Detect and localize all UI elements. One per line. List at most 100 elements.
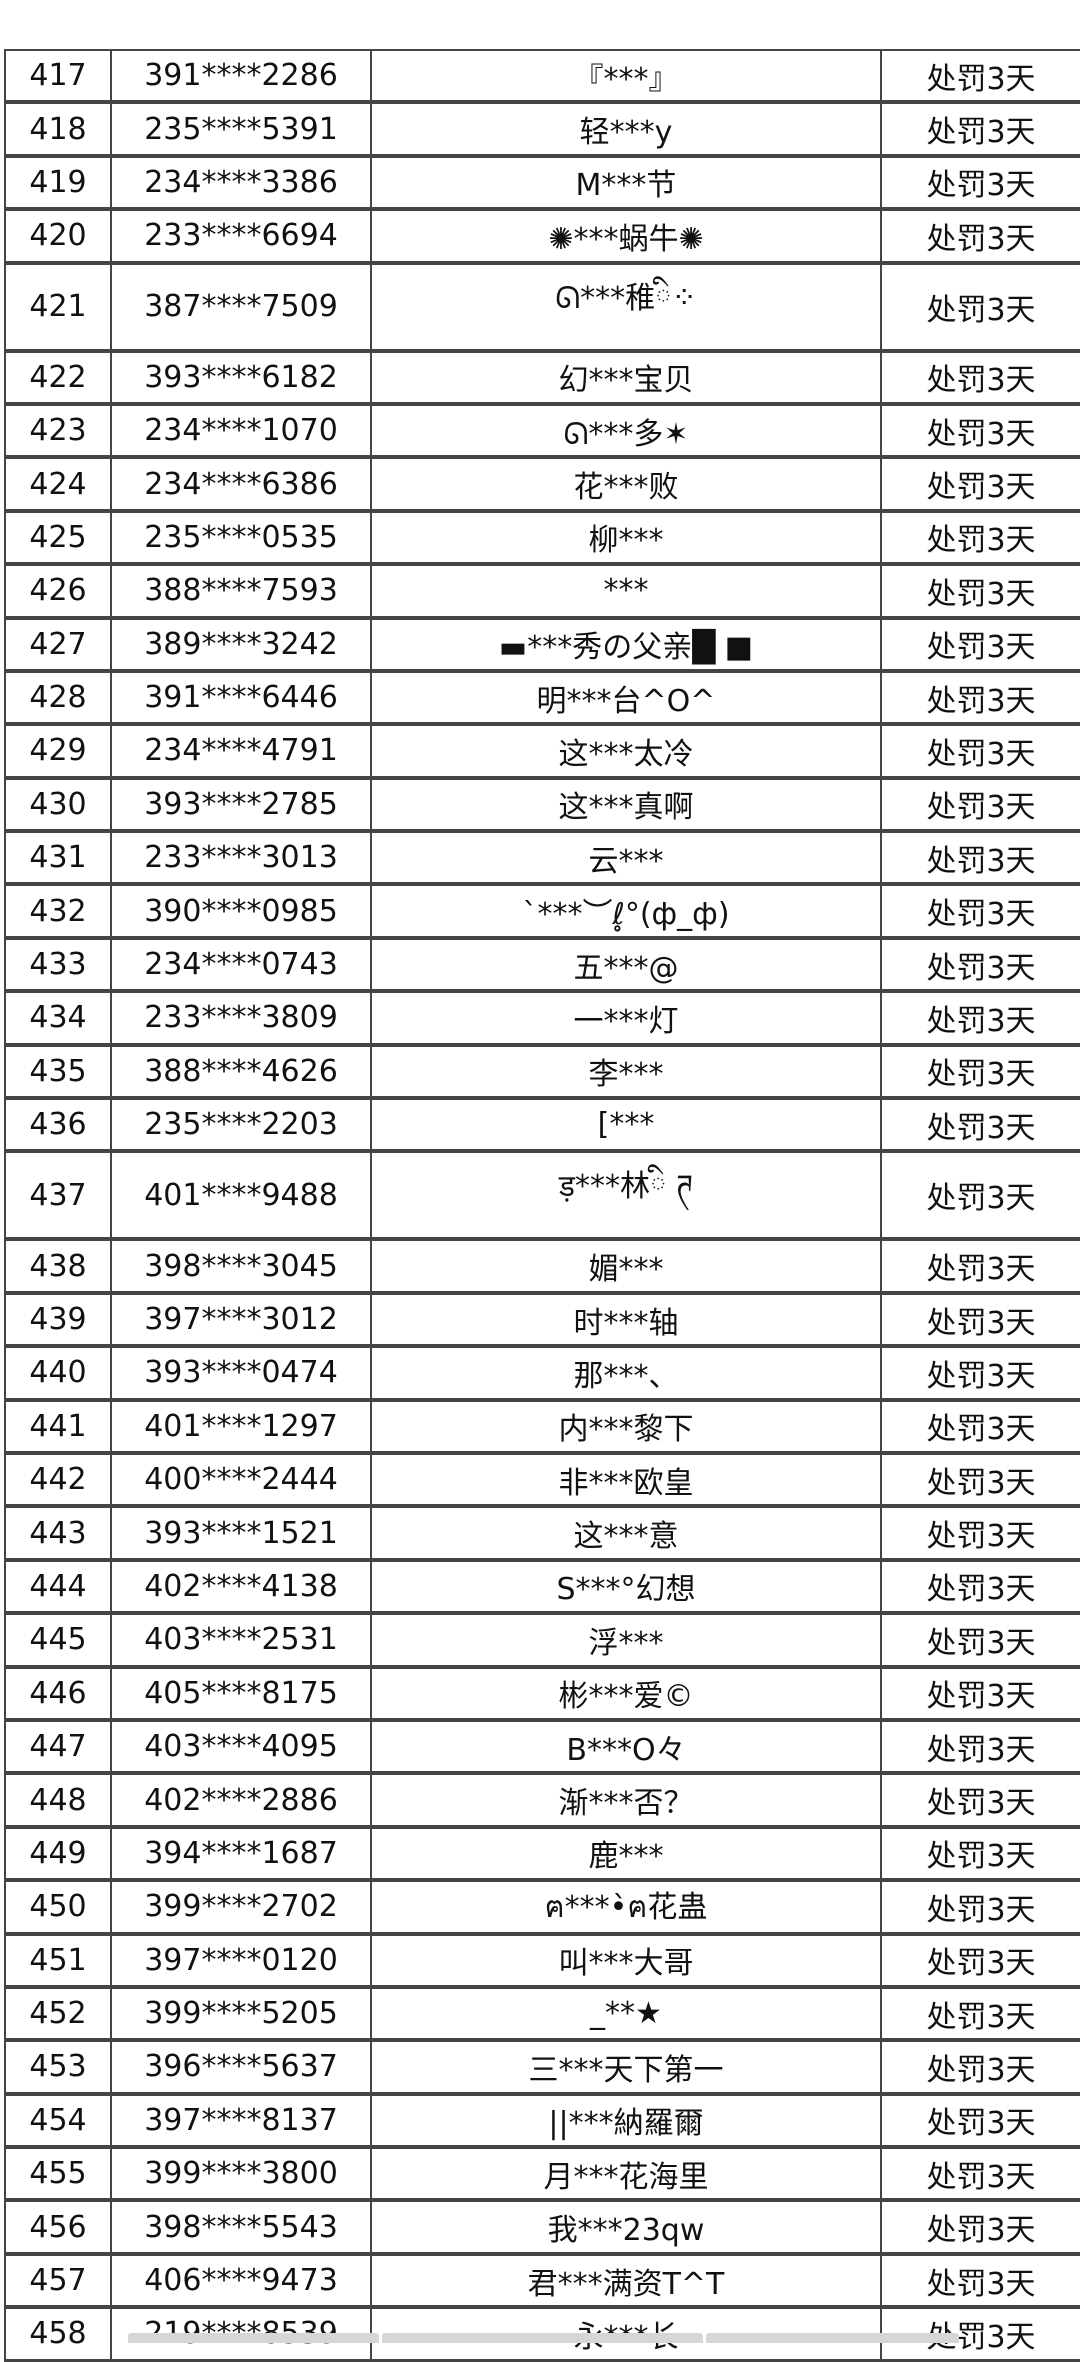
row-number-cell: 420 [4,210,111,264]
row-number: 418 [29,111,87,147]
user-id: 233****3013 [144,840,338,876]
user-id: 388****4626 [144,1053,338,1089]
penalty-cell: 处罚3天 [881,1614,1080,1668]
penalty: 处罚3天 [926,1181,1036,1217]
toolbar-segment[interactable] [382,2333,703,2343]
table-row: 439 397****3012 时***轴 处罚3天 [4,1293,1080,1348]
row-number: 429 [29,733,87,769]
toolbar-segment[interactable] [128,2333,379,2343]
penalty-cell: 处罚3天 [881,263,1080,352]
user-id-cell: 402****4138 [111,1560,371,1615]
nickname-cell: 这***太冷 [371,725,881,779]
row-number-cell: 418 [4,103,111,157]
user-id-cell: 388****7593 [111,565,371,619]
penalty-cell: 处罚3天 [881,885,1080,939]
nickname-cell: 轻***y [371,103,881,157]
user-id: 399****2702 [144,1889,338,1925]
user-id: 393****1521 [144,1515,338,1551]
nickname: B***O々 [566,1732,686,1768]
table-row: 456 398****5543 我***23qw 处罚3天 [4,2201,1080,2255]
table-row: 418 235****5391 轻***y 处罚3天 [4,103,1080,157]
user-id-cell: 393****1521 [111,1507,371,1561]
user-id-cell: 393****6182 [111,351,371,405]
user-id: 394****1687 [144,1835,338,1871]
user-id-cell: 405****8175 [111,1667,371,1721]
row-number-cell: 424 [4,458,111,512]
nickname: 那***、 [573,1358,679,1394]
row-number-cell: 426 [4,565,111,619]
user-id: 397****3012 [144,1302,338,1337]
user-id: 402****2886 [144,1782,338,1818]
user-id: 233****3809 [144,1000,338,1036]
user-id: 393****2785 [144,786,338,822]
penalty: 处罚3天 [926,1057,1036,1093]
nickname-cell: ड़***林ི ཊ [371,1152,881,1241]
penalty: 处罚3天 [926,790,1036,826]
penalty: 处罚3天 [926,950,1036,986]
row-number: 448 [29,1782,87,1818]
row-number-cell: 417 [4,49,111,104]
nickname-cell: 月***花海里 [371,2148,881,2202]
penalty: 处罚3天 [926,1786,1036,1822]
user-id: 399****5205 [144,1996,338,2032]
nickname: ᘏ***稚ི⁘ [555,280,697,316]
nickname: 三***天下第一 [528,2052,724,2088]
penalty-cell: 处罚3天 [881,1507,1080,1561]
user-id-cell: 401****1297 [111,1400,371,1454]
nickname: ||***納羅爾 [548,2106,704,2142]
nickname: 我***23qw [547,2213,705,2249]
user-id-cell: 388****4626 [111,1045,371,1100]
user-id: 400****2444 [144,1462,338,1498]
row-number-cell: 428 [4,671,111,726]
table-row: 424 234****6386 花***败 处罚3天 [4,458,1080,512]
row-number: 449 [29,1835,87,1871]
user-id: 233****6694 [144,218,338,254]
user-id-cell: 394****1687 [111,1827,371,1882]
nickname: 『***』 [573,61,679,97]
table-row: 443 393****1521 这***意 处罚3天 [4,1507,1080,1561]
toolbar-segment[interactable] [706,2333,959,2343]
row-number-cell: 443 [4,1507,111,1561]
penalty-cell: 处罚3天 [881,458,1080,512]
nickname-cell: 柳*** [371,511,881,566]
user-id-cell: 400****2444 [111,1453,371,1508]
row-number: 435 [29,1053,87,1089]
row-number-cell: 441 [4,1400,111,1454]
penalty: 处罚3天 [926,2266,1036,2302]
user-id-cell: 234****6386 [111,458,371,512]
penalty-cell: 处罚3天 [881,992,1080,1046]
user-id-cell: 393****0474 [111,1347,371,1401]
table-row: 451 397****0120 叫***大哥 处罚3天 [4,1934,1080,1988]
row-number: 442 [29,1462,87,1498]
user-id-cell: 390****0985 [111,885,371,939]
penalty-cell: 处罚3天 [881,1987,1080,2042]
row-number: 419 [29,164,87,200]
nickname-cell: 那***、 [371,1347,881,1401]
nickname-cell: _**★ [371,1987,881,2042]
nickname: ड़***林ི ཊ [558,1169,694,1205]
row-number-cell: 425 [4,511,111,566]
penalty-cell: 处罚3天 [881,511,1080,566]
row-number: 445 [29,1622,87,1658]
penalty: 处罚3天 [926,1892,1036,1928]
nickname: 这***意 [573,1519,679,1555]
row-number: 454 [29,2102,87,2138]
user-id-cell: 397****3012 [111,1293,371,1348]
table-row: 444 402****4138 S***°幻想 处罚3天 [4,1560,1080,1615]
row-number: 437 [29,1177,87,1213]
penalty: 处罚3天 [926,61,1036,97]
user-id: 393****6182 [144,359,338,395]
penalty-list-table: 417 391****2286 『***』 处罚3天 418 235****5391 轻**… [4,49,1080,2362]
table-row: 435 388****4626 李*** 处罚3天 [4,1045,1080,1100]
user-id-cell: 235****5391 [111,103,371,157]
table-row: 417 391****2286 『***』 处罚3天 [4,49,1080,104]
user-id-cell: 402****2886 [111,1774,371,1828]
nickname: 叫***大哥 [558,1946,694,1982]
table-row: 449 394****1687 鹿*** 处罚3天 [4,1827,1080,1882]
row-number: 439 [29,1302,87,1337]
row-number-cell: 427 [4,618,111,672]
row-number-cell: 438 [4,1240,111,1294]
row-number-cell: 456 [4,2201,111,2255]
penalty-cell: 处罚3天 [881,1347,1080,1401]
penalty-cell: 处罚3天 [881,103,1080,157]
